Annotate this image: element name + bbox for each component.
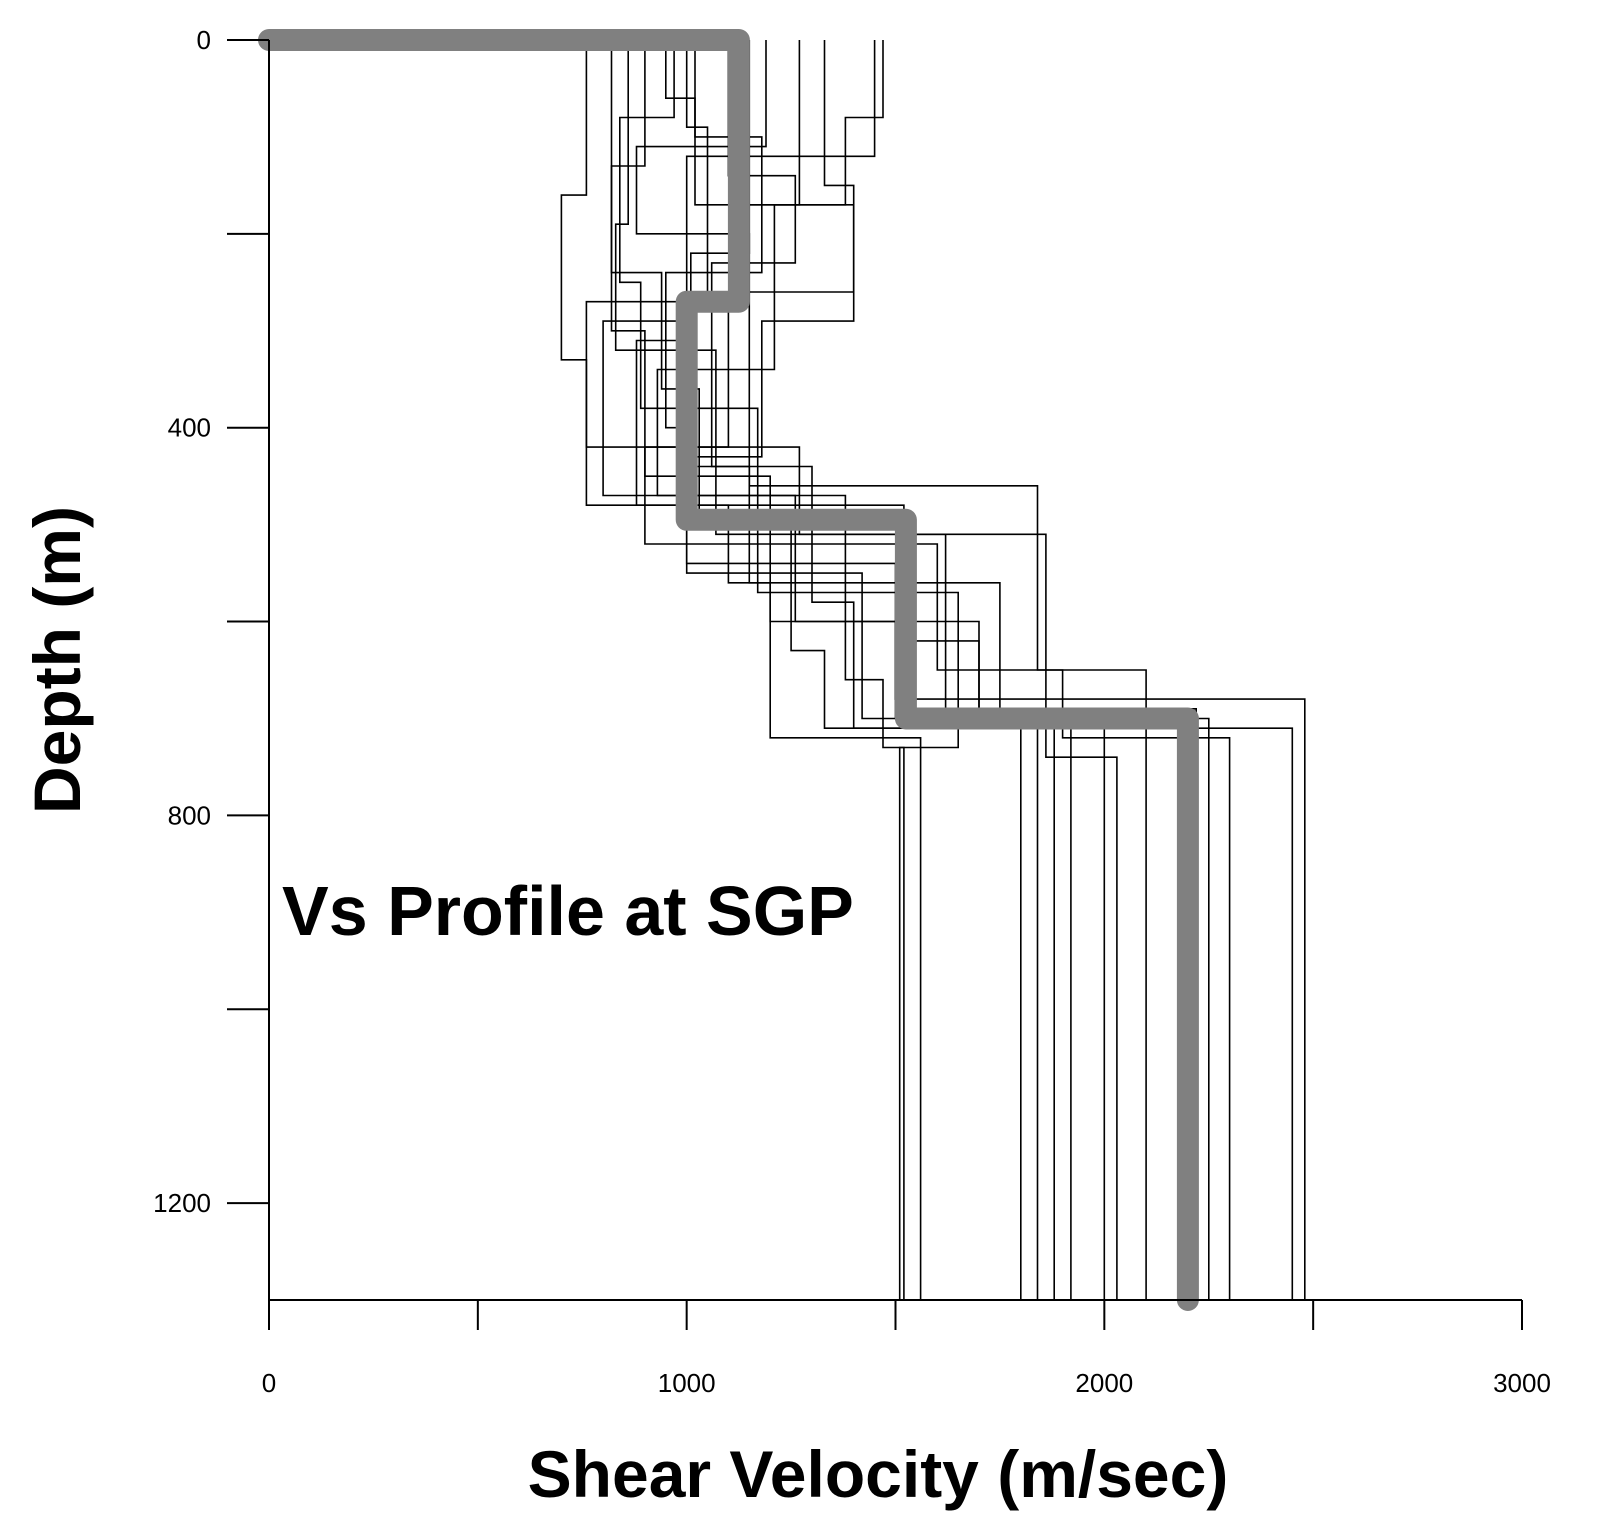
y-tick-label: 400 bbox=[168, 413, 211, 443]
profile-lines bbox=[258, 29, 1306, 1311]
chart-annotation: Vs Profile at SGP bbox=[282, 872, 854, 950]
x-tick-label: 0 bbox=[262, 1368, 276, 1398]
realization-line-14 bbox=[656, 40, 905, 1300]
realization-line-9 bbox=[635, 40, 1231, 1300]
y-tick-label: 0 bbox=[197, 25, 211, 55]
y-tick-label: 1200 bbox=[153, 1188, 211, 1218]
y-tick-label: 800 bbox=[168, 800, 211, 830]
base-profile-line bbox=[258, 29, 1199, 1311]
realization-line-15 bbox=[664, 40, 1039, 1300]
x-tick-label: 3000 bbox=[1493, 1368, 1551, 1398]
x-tick-label: 1000 bbox=[658, 1368, 716, 1398]
y-axis-title: Depth (m) bbox=[20, 506, 94, 814]
axes bbox=[227, 39, 1523, 1330]
realization-line-11 bbox=[614, 40, 1118, 1300]
tick-labels: 0 400 800 1200 0 1000 2000 3000 bbox=[153, 25, 1551, 1398]
x-axis-title: Shear Velocity (m/sec) bbox=[528, 1437, 1229, 1511]
x-tick-label: 2000 bbox=[1075, 1368, 1133, 1398]
